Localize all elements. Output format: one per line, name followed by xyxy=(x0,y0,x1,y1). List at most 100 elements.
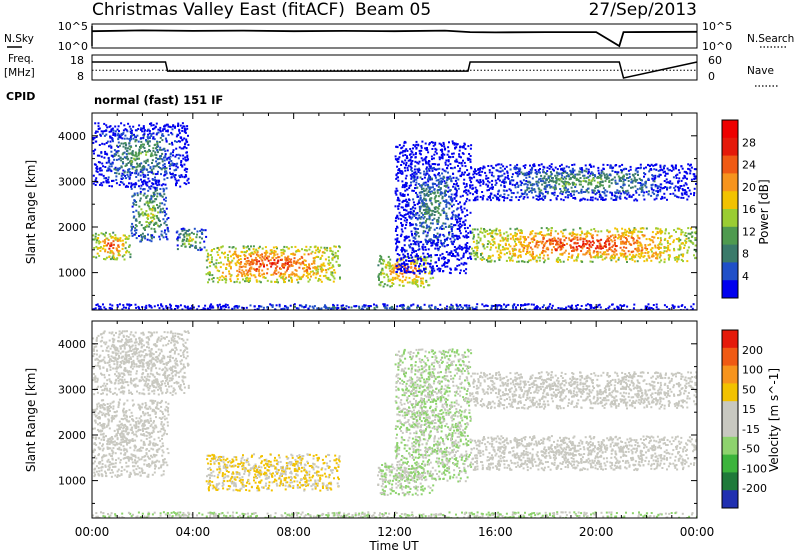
data-cell xyxy=(405,209,408,212)
data-cell xyxy=(465,245,468,248)
data-cell xyxy=(418,167,421,170)
data-cell xyxy=(485,174,488,177)
data-cell xyxy=(205,235,208,238)
data-cell xyxy=(549,175,552,178)
data-cell xyxy=(306,269,308,272)
data-cell xyxy=(144,174,147,177)
data-cell xyxy=(439,192,442,195)
data-cell xyxy=(438,158,441,161)
data-cell xyxy=(406,169,409,172)
data-cell xyxy=(328,259,330,262)
data-cell xyxy=(326,246,329,249)
data-cell xyxy=(97,247,99,250)
data-cell xyxy=(565,236,568,239)
data-cell xyxy=(647,244,650,247)
data-cell xyxy=(98,154,101,157)
data-cell xyxy=(490,186,493,189)
data-cell xyxy=(623,241,625,244)
data-cell xyxy=(572,171,575,174)
data-cell xyxy=(428,177,431,180)
data-cell xyxy=(514,248,517,251)
data-cell xyxy=(427,177,430,180)
data-cell xyxy=(476,249,479,252)
data-cell xyxy=(601,247,604,249)
data-cell xyxy=(454,193,457,196)
data-cell xyxy=(207,252,209,255)
data-cell xyxy=(414,165,417,168)
data-cell xyxy=(627,240,630,243)
data-cell xyxy=(290,253,293,255)
data-cell xyxy=(137,211,140,214)
data-cell xyxy=(476,254,479,257)
data-cell xyxy=(282,275,285,278)
data-cell xyxy=(246,250,248,253)
data-cell xyxy=(421,202,424,205)
data-cell xyxy=(455,158,458,161)
data-cell xyxy=(651,177,654,180)
data-cell xyxy=(162,166,165,169)
data-cell xyxy=(280,251,283,254)
data-cell xyxy=(437,185,440,188)
data-cell xyxy=(404,159,407,162)
data-cell xyxy=(293,272,295,275)
data-cell xyxy=(690,227,692,230)
data-cell xyxy=(410,259,413,262)
data-cell xyxy=(141,171,144,174)
data-cell xyxy=(459,269,462,272)
data-cell xyxy=(633,199,636,202)
data-cell xyxy=(546,190,549,193)
data-cell xyxy=(133,154,136,157)
data-cell xyxy=(527,236,530,239)
data-cell xyxy=(278,256,281,259)
data-cell xyxy=(137,157,140,160)
data-cell xyxy=(107,169,110,172)
data-cell xyxy=(553,191,556,194)
data-cell xyxy=(514,240,516,243)
data-cell xyxy=(402,248,405,251)
data-cell xyxy=(561,243,564,246)
data-cell xyxy=(427,180,430,183)
data-cell xyxy=(178,128,181,131)
data-cell xyxy=(162,190,165,193)
data-cell xyxy=(129,130,132,133)
data-cell xyxy=(150,195,153,198)
data-cell xyxy=(379,271,382,274)
data-cell xyxy=(663,250,666,253)
data-cell xyxy=(443,176,446,179)
data-cell xyxy=(479,181,482,183)
data-cell xyxy=(563,183,566,186)
data-cell xyxy=(583,245,586,247)
data-cell xyxy=(378,277,380,280)
data-cell xyxy=(240,266,243,269)
data-cell xyxy=(163,163,166,165)
data-cell xyxy=(566,190,569,193)
data-cell xyxy=(594,187,597,190)
data-cell xyxy=(441,155,444,158)
data-cell xyxy=(680,192,683,195)
data-cell xyxy=(503,232,506,235)
data-cell xyxy=(427,241,430,244)
data-cell xyxy=(413,175,416,178)
data-cell xyxy=(491,188,494,190)
data-cell xyxy=(107,176,110,179)
data-cell xyxy=(535,194,538,197)
data-cell xyxy=(458,264,461,267)
data-cell xyxy=(401,214,404,217)
data-cell xyxy=(381,267,384,270)
data-cell xyxy=(665,181,668,184)
data-cell xyxy=(630,186,632,189)
data-cell xyxy=(595,185,598,188)
data-cell xyxy=(668,169,671,172)
data-cell xyxy=(139,197,142,200)
data-cell xyxy=(395,217,397,220)
data-cell xyxy=(442,141,445,144)
data-cell xyxy=(250,274,253,277)
data-cell xyxy=(242,270,245,273)
data-cell xyxy=(319,278,322,281)
data-cell xyxy=(403,150,406,153)
data-cell xyxy=(99,133,102,136)
data-cell xyxy=(683,247,686,249)
data-cell xyxy=(451,199,454,202)
data-cell xyxy=(563,239,566,242)
data-cell xyxy=(456,253,459,256)
